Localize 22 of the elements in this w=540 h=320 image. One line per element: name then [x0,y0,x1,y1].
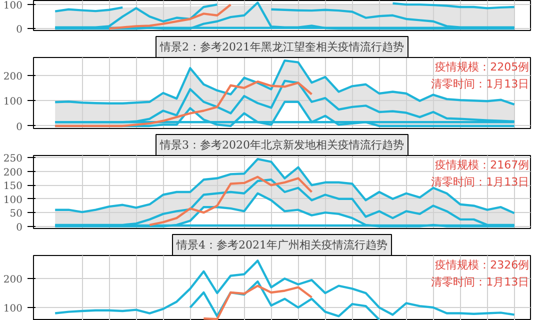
annotation: 清零时间：1月13日 [431,78,530,90]
y-tick-label: 0 [16,222,23,234]
y-tick-label: 200 [3,71,23,82]
y-tick-label: 200 [3,274,23,286]
annotation: 疫情规模：2326例 [435,258,530,272]
y-tick-label: 100 [3,96,23,108]
y-tick-label: 250 [3,154,23,165]
y-tick-label: 100 [3,304,23,314]
y-tick-label: 100 [3,0,23,12]
chart-title: 情景4：参考2021年广州相关疫情流行趋势 [176,238,388,252]
annotation: 疫情规模：2205例 [435,60,530,74]
chart-title: 情景3：参考2020年北京新发地相关疫情流行趋势 [159,138,404,152]
y-tick-label: 50 [10,208,23,220]
y-tick-label: 0 [16,122,23,133]
y-tick-label: 0 [16,24,23,36]
y-tick-label: 100 [3,194,23,206]
annotation: 清零时间：1月13日 [431,276,530,288]
y-tick-label: 150 [3,181,23,192]
annotation: 疫情规模：2167例 [435,158,530,172]
y-tick-label: 200 [3,167,23,178]
annotation: 清零时间：1月13日 [431,176,530,188]
chart-title: 情景2：参考2021年黑龙江望奎相关疫情流行趋势 [159,40,404,54]
